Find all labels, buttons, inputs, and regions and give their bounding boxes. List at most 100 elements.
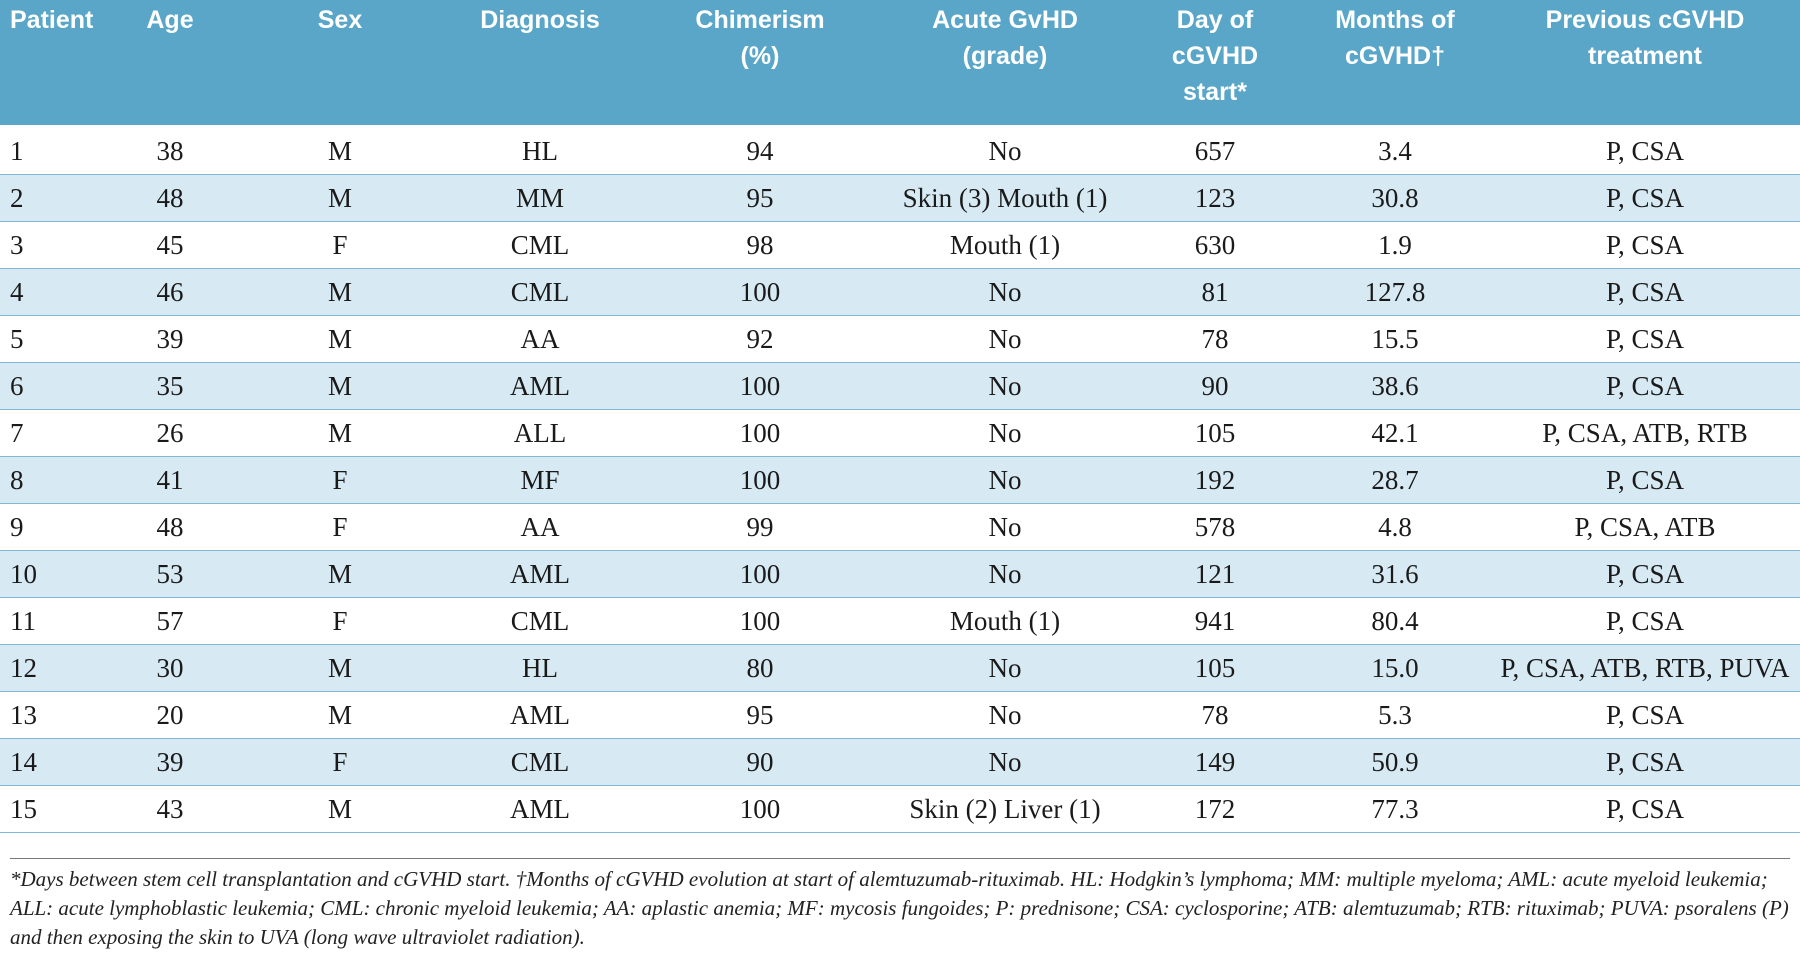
table-cell: P, CSA [1490, 550, 1800, 598]
table-cell: No [880, 268, 1130, 316]
table-cell: F [240, 738, 440, 786]
table-cell: No [880, 503, 1130, 551]
table-cell: 12 [0, 644, 100, 692]
table-cell: 100 [640, 456, 880, 504]
table-cell: AML [440, 785, 640, 833]
table-cell: P, CSA [1490, 268, 1800, 316]
table-cell: 149 [1130, 738, 1300, 786]
table-cell: 657 [1130, 126, 1300, 175]
table-cell: AML [440, 362, 640, 410]
table-cell: CML [440, 597, 640, 645]
table-cell: P, CSA [1490, 597, 1800, 645]
table-cell: 90 [640, 738, 880, 786]
table-cell: M [240, 174, 440, 222]
table-cell: F [240, 456, 440, 504]
table-cell: F [240, 597, 440, 645]
table-row: 15 43 M AML 100 Skin (2) Liver (1) 172 77.3 P, C… [0, 785, 1800, 833]
table-cell: MF [440, 456, 640, 504]
table-cell: 11 [0, 597, 100, 645]
table-cell: 46 [100, 268, 240, 316]
table-cell: 38.6 [1300, 362, 1490, 410]
table-cell: F [240, 221, 440, 269]
header-cell: Sex [240, 0, 440, 128]
table-cell: M [240, 315, 440, 363]
table-cell: 78 [1130, 315, 1300, 363]
table-row: 2 48 M MM 95 Skin (3) Mouth (1) 123 30.8 P, CSA [0, 174, 1800, 222]
table-cell: No [880, 738, 1130, 786]
header-cell: Chimerism (%) [640, 0, 880, 128]
table-cell: 99 [640, 503, 880, 551]
header-text: Diagnosis [480, 6, 600, 34]
table-cell: AML [440, 550, 640, 598]
table-cell: 123 [1130, 174, 1300, 222]
table-cell: 30.8 [1300, 174, 1490, 222]
header-text: Day of [1176, 6, 1254, 34]
table-cell: No [880, 409, 1130, 457]
table-cell: 578 [1130, 503, 1300, 551]
table-cell: 13 [0, 691, 100, 739]
table-row: 12 30 M HL 80 No 105 15.0 P, CSA, ATB, RTB, PUVA [0, 644, 1800, 692]
table-cell: No [880, 644, 1130, 692]
header-text: cGVHD† [1344, 42, 1446, 70]
header-row: Patient Age Sex Diagnosis Chimerism (%) Acute … [0, 0, 1800, 128]
table-cell: 48 [100, 503, 240, 551]
table-row: 4 46 M CML 100 No 81 127.8 P, CSA [0, 268, 1800, 316]
header-text: (%) [740, 42, 780, 70]
table-cell: Skin (2) Liver (1) [880, 785, 1130, 833]
table-cell: No [880, 362, 1130, 410]
table-cell: 121 [1130, 550, 1300, 598]
table-row: 6 35 M AML 100 No 90 38.6 P, CSA [0, 362, 1800, 410]
table-cell: M [240, 785, 440, 833]
table-row: 8 41 F MF 100 No 192 28.7 P, CSA [0, 456, 1800, 504]
table-row: 13 20 M AML 95 No 78 5.3 P, CSA [0, 691, 1800, 739]
table-cell: 15.5 [1300, 315, 1490, 363]
table-cell: P, CSA [1490, 456, 1800, 504]
header-cell: Diagnosis [440, 0, 640, 128]
table-cell: F [240, 503, 440, 551]
table-cell: P, CSA [1490, 174, 1800, 222]
table-cell: 80 [640, 644, 880, 692]
table-cell: CML [440, 738, 640, 786]
table-cell: Skin (3) Mouth (1) [880, 174, 1130, 222]
table-body: 1 38 M HL 94 No 657 3.4 P, CSA 2 48 M MM 95 Skin (3) M… [0, 126, 1800, 833]
table-row: 7 26 M ALL 100 No 105 42.1 P, CSA, ATB, RTB [0, 409, 1800, 457]
table-cell: 94 [640, 126, 880, 175]
table-cell: P, CSA [1490, 221, 1800, 269]
table-cell: 31.6 [1300, 550, 1490, 598]
table-cell: 100 [640, 409, 880, 457]
table-head: Patient Age Sex Diagnosis Chimerism (%) Acute … [0, 0, 1800, 128]
header-text: Age [146, 6, 194, 34]
table-cell: AA [440, 315, 640, 363]
table-cell: 39 [100, 738, 240, 786]
header-text: start* [1183, 78, 1247, 106]
header-text: Sex [317, 6, 363, 34]
table-row: 9 48 F AA 99 No 578 4.8 P, CSA, ATB [0, 503, 1800, 551]
table-cell: No [880, 691, 1130, 739]
data-table: Patient Age Sex Diagnosis Chimerism (%) Acute … [0, 0, 1800, 833]
table-cell: 45 [100, 221, 240, 269]
table-cell: M [240, 362, 440, 410]
footnote: *Days between stem cell transplantation … [10, 858, 1790, 952]
header-cell: Previous cGVHD treatment [1490, 0, 1800, 128]
table-cell: 1 [0, 126, 100, 175]
table-cell: 100 [640, 785, 880, 833]
table-cell: 20 [100, 691, 240, 739]
table-cell: P, CSA [1490, 315, 1800, 363]
table-cell: 8 [0, 456, 100, 504]
header-cell: Months of cGVHD† [1300, 0, 1490, 128]
header-text: Acute GvHD [932, 6, 1078, 34]
table-cell: 81 [1130, 268, 1300, 316]
table-cell: M [240, 691, 440, 739]
table-cell: 941 [1130, 597, 1300, 645]
table-row: 10 53 M AML 100 No 121 31.6 P, CSA [0, 550, 1800, 598]
table-cell: 4 [0, 268, 100, 316]
table-cell: 41 [100, 456, 240, 504]
header-text: Previous cGVHD [1545, 6, 1745, 34]
table-cell: 100 [640, 268, 880, 316]
table-cell: P, CSA, ATB, RTB, PUVA [1490, 644, 1800, 692]
table-cell: ALL [440, 409, 640, 457]
header-cell: Patient [0, 0, 100, 128]
header-text: treatment [1588, 42, 1702, 70]
